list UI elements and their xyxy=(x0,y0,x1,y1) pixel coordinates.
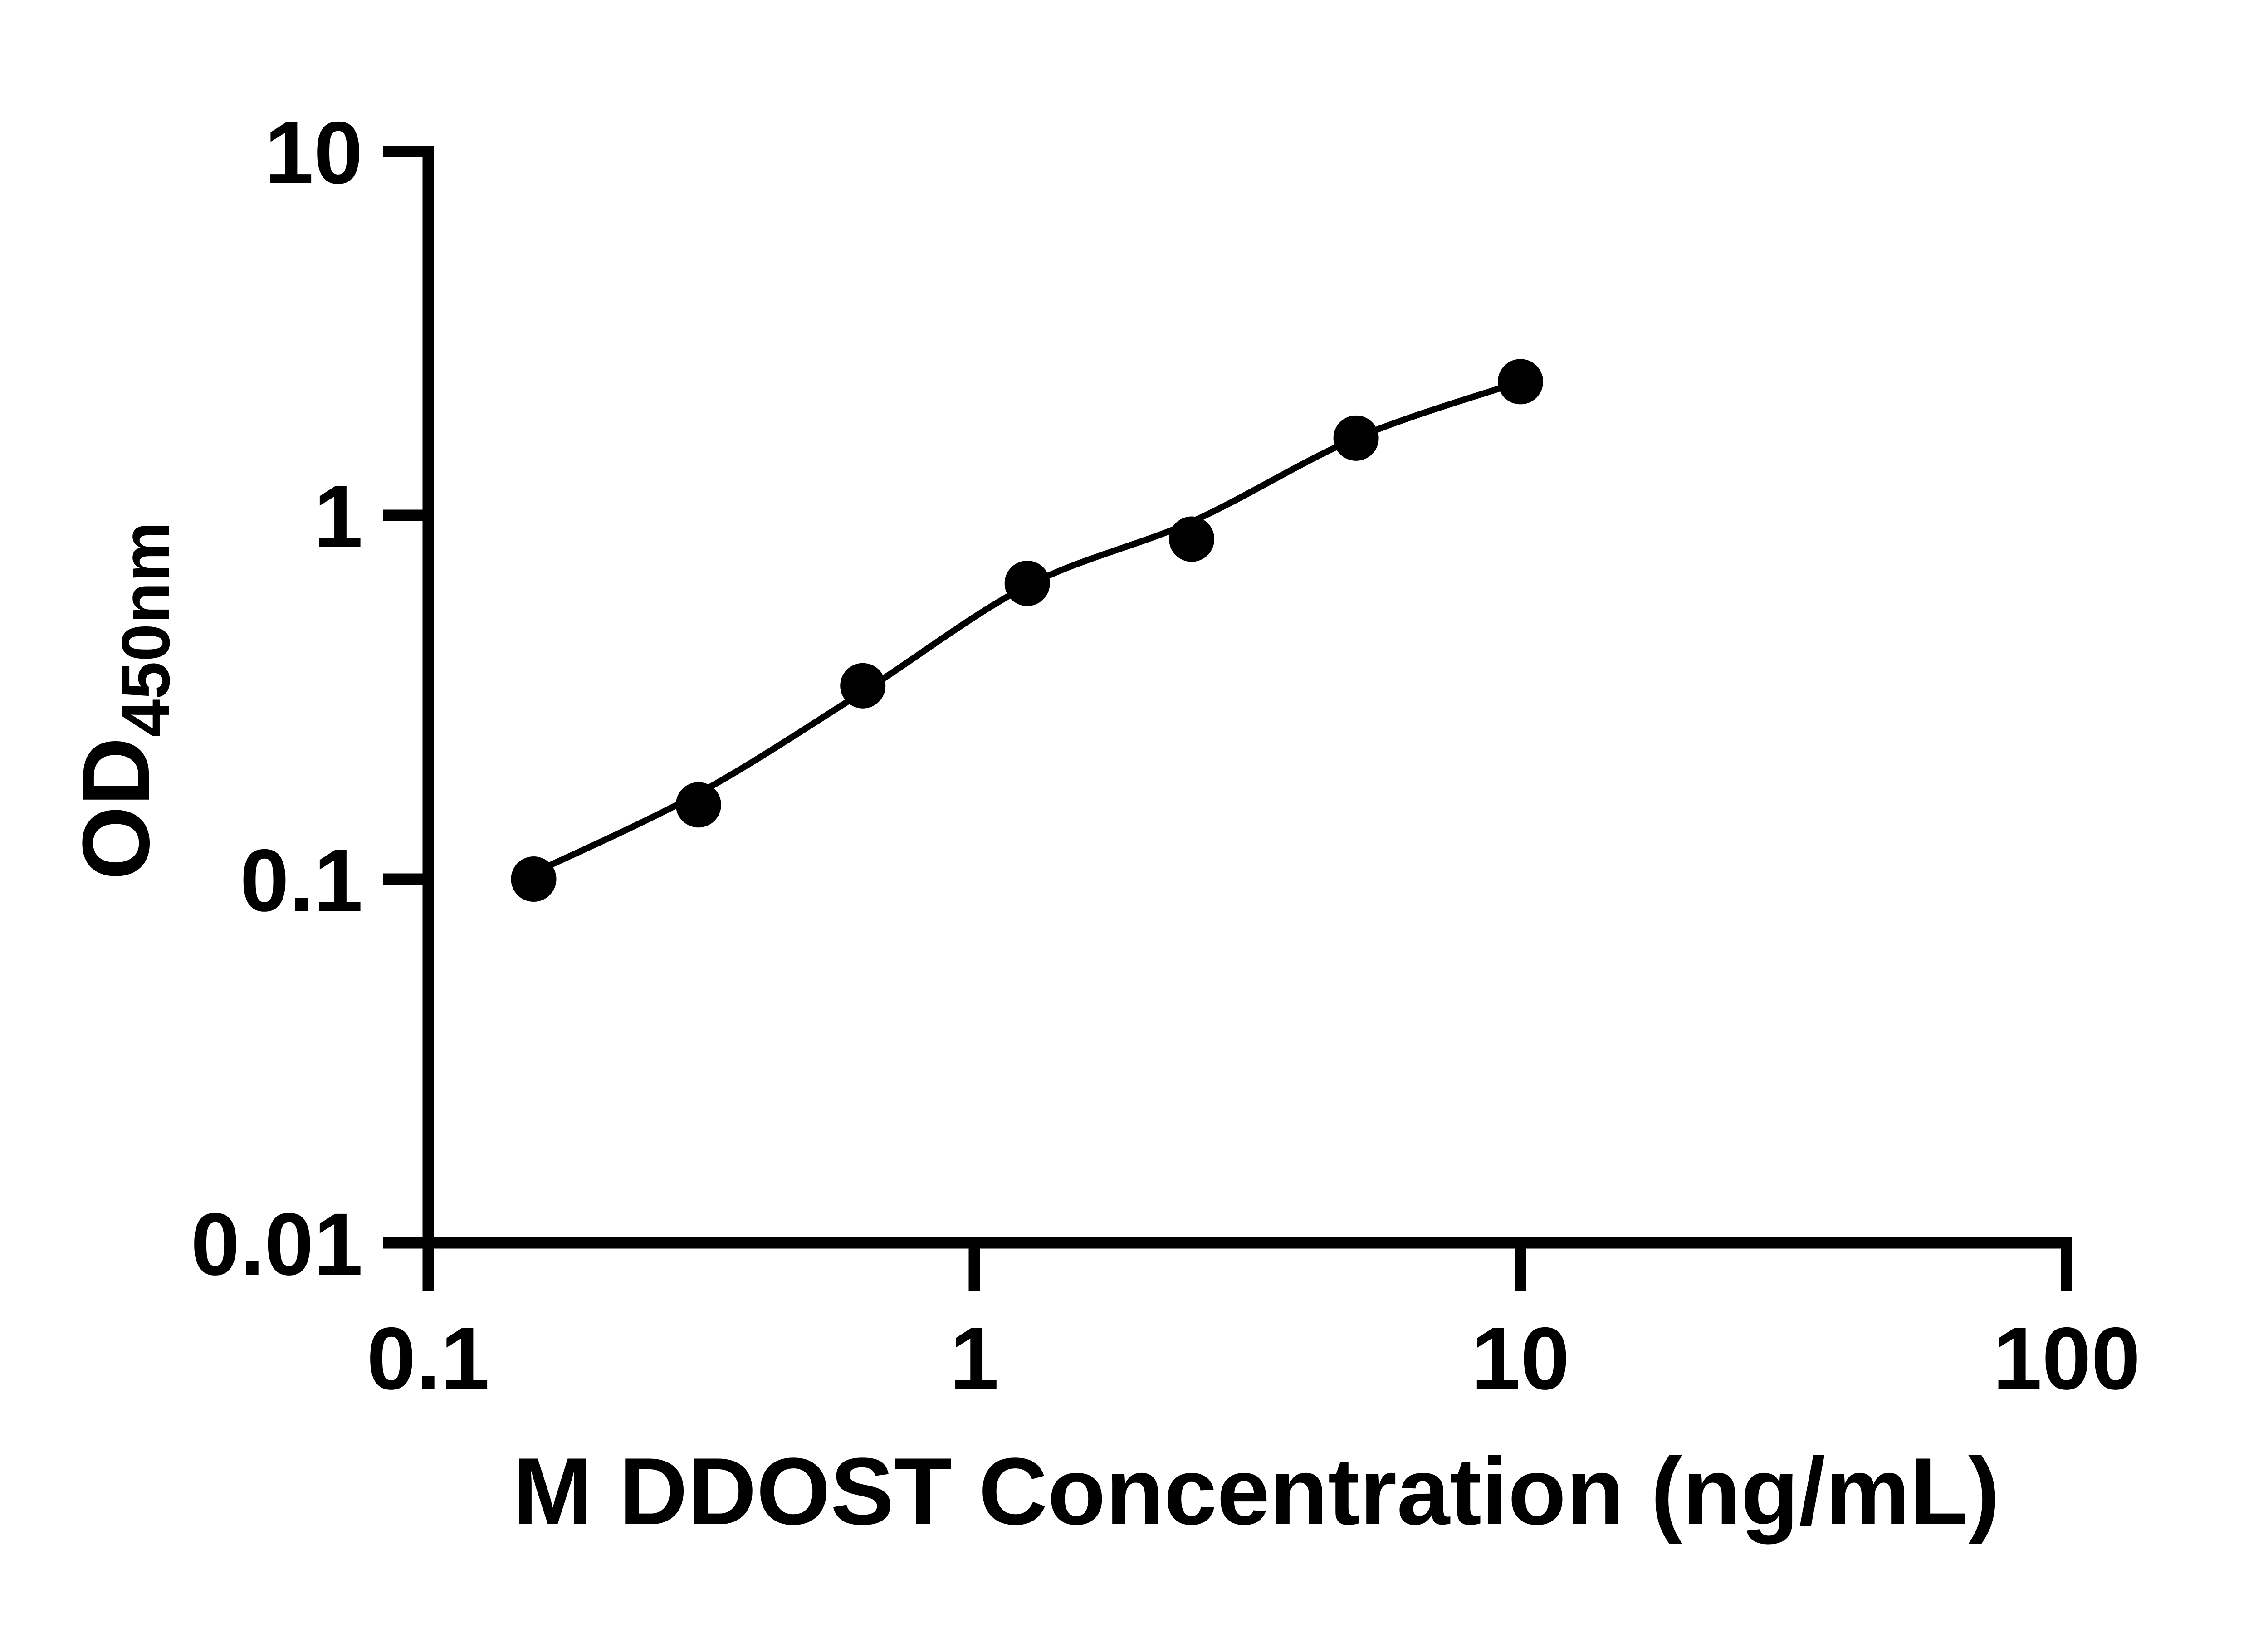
y-tick-label: 1 xyxy=(314,467,363,566)
data-point xyxy=(1169,516,1215,562)
data-point xyxy=(840,663,886,709)
data-point xyxy=(1004,561,1050,606)
y-axis-title-subscript: 450nm xyxy=(108,522,184,737)
y-axis-ticks: 10 1 0.1 0.01 xyxy=(191,103,434,1294)
x-tick-label: 0.1 xyxy=(367,1309,489,1408)
data-point xyxy=(1333,415,1379,461)
x-axis-title: M DDOST Concentration (ng/mL) xyxy=(513,1438,2000,1545)
data-point xyxy=(511,856,557,902)
x-tick-label: 100 xyxy=(1993,1309,2140,1408)
x-tick-label: 1 xyxy=(950,1309,999,1408)
x-tick-label: 10 xyxy=(1471,1309,1570,1408)
y-tick-label: 10 xyxy=(264,103,363,202)
y-tick-label: 0.1 xyxy=(240,831,363,930)
data-point xyxy=(1498,359,1543,405)
data-series xyxy=(511,359,1543,902)
y-axis-title: OD450nm xyxy=(63,522,184,880)
axes xyxy=(422,152,2067,1291)
y-tick-label: 0.01 xyxy=(191,1195,363,1294)
y-axis-title-main: OD xyxy=(63,737,169,880)
x-axis-ticks: 0.1 1 10 100 xyxy=(367,1237,2141,1408)
data-point xyxy=(675,782,721,828)
